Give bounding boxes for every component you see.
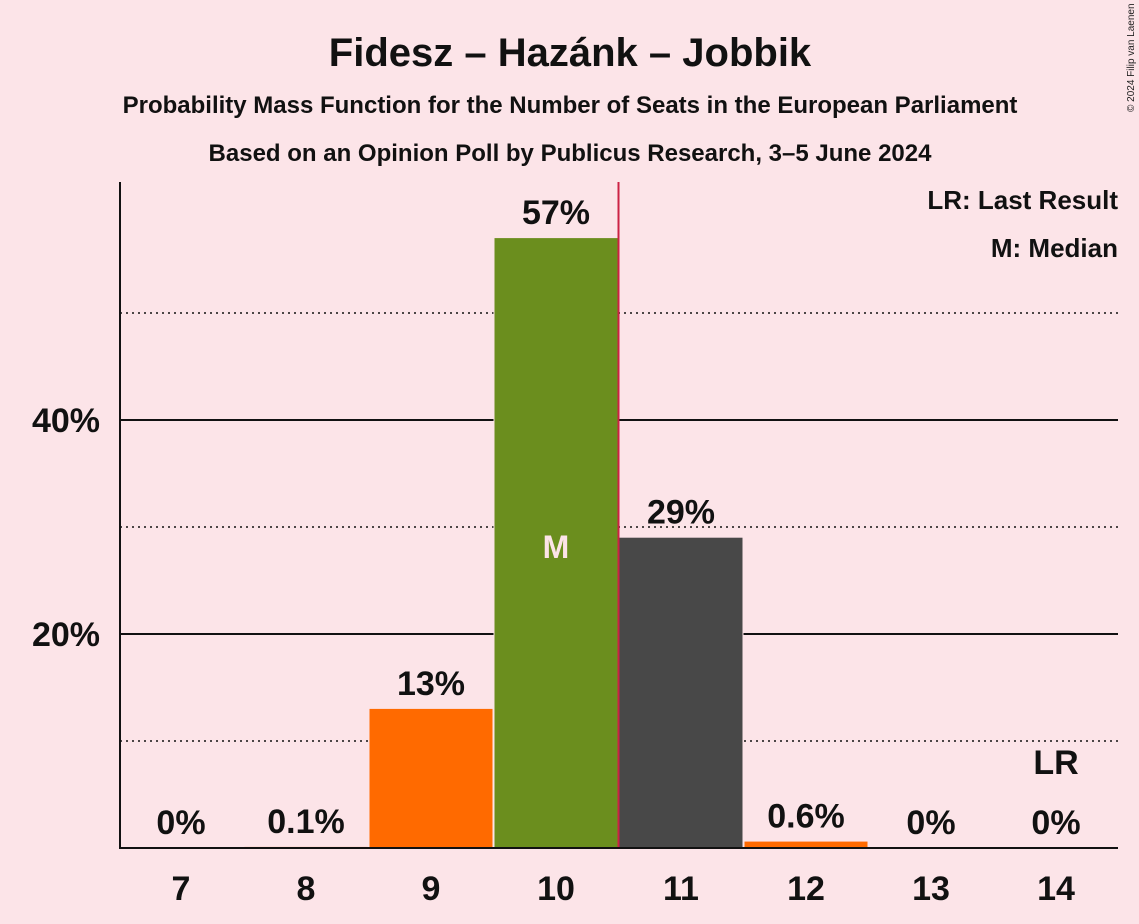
x-tick-label: 7 (172, 870, 191, 908)
legend-last-result: LR: Last Result (927, 185, 1118, 215)
chart-subtitle-source: Based on an Opinion Poll by Publicus Res… (209, 140, 933, 167)
y-tick-label: 40% (32, 402, 100, 440)
x-tick-label: 12 (787, 870, 825, 908)
data-label: 0% (1031, 804, 1080, 842)
bar (369, 708, 493, 848)
x-tick-label: 14 (1037, 870, 1075, 908)
x-tick-label: 8 (297, 870, 316, 908)
last-result-marker: LR (1033, 744, 1078, 782)
chart-title: Fidesz – Hazánk – Jobbik (329, 31, 812, 75)
data-label: 29% (647, 494, 715, 532)
data-label: 57% (522, 194, 590, 232)
chart-subtitle: Probability Mass Function for the Number… (123, 92, 1018, 119)
data-label: 0% (906, 804, 955, 842)
data-label: 0.6% (767, 798, 845, 836)
median-marker: M (543, 529, 570, 565)
axes (119, 182, 1118, 849)
y-tick-label: 20% (32, 616, 100, 654)
legend-median: M: Median (991, 233, 1118, 263)
x-tick-label: 13 (912, 870, 950, 908)
x-tick-label: 9 (422, 870, 441, 908)
data-label: 0.1% (267, 803, 345, 841)
bar (619, 537, 743, 848)
data-label: 13% (397, 665, 465, 703)
bar (494, 238, 618, 849)
copyright-note: © 2024 Filip van Laenen (1126, 3, 1137, 112)
x-tick-label: 11 (663, 870, 699, 908)
data-label: 0% (156, 804, 205, 842)
x-tick-label: 10 (537, 870, 575, 908)
bar (744, 841, 868, 848)
bars (243, 238, 869, 849)
legend: LR: Last Result M: Median (927, 185, 1118, 263)
data-labels: 0% 7 0.1% 8 13% 9 57% 10 M 29% 11 0.6% 12 0% 13 0% 14 LR (156, 182, 1081, 908)
